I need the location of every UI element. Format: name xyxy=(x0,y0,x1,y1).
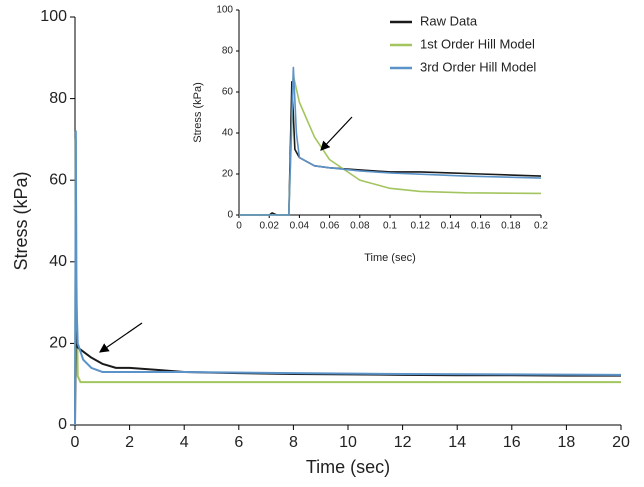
x-tick-label: 0.2 xyxy=(534,221,548,232)
x-tick-label: 0 xyxy=(71,434,80,451)
x-tick-label: 0.18 xyxy=(501,221,521,232)
x-axis-label: Time (sec) xyxy=(306,457,390,477)
x-tick-label: 0.04 xyxy=(290,221,310,232)
x-axis-label: Time (sec) xyxy=(364,252,416,264)
series-line xyxy=(239,66,542,216)
x-tick-label: 14 xyxy=(448,434,466,451)
series-line xyxy=(74,130,622,426)
x-tick-label: 0.14 xyxy=(441,221,461,232)
legend-label: Raw Data xyxy=(420,13,478,28)
x-tick-label: 4 xyxy=(180,434,189,451)
x-tick-label: 0.1 xyxy=(383,221,397,232)
y-tick-label: 20 xyxy=(222,169,234,180)
x-tick-label: 18 xyxy=(558,434,576,451)
x-tick-label: 12 xyxy=(394,434,412,451)
y-tick-label: 0 xyxy=(58,416,67,433)
y-axis-label: Stress (kPa) xyxy=(11,171,31,270)
y-axis-label: Stress (kPa) xyxy=(192,82,204,143)
legend-label: 1st Order Hill Model xyxy=(420,36,535,51)
annotation-arrow xyxy=(320,116,353,151)
y-tick-label: 0 xyxy=(227,210,233,221)
x-tick-label: 20 xyxy=(612,434,630,451)
legend-label: 3rd Order Hill Model xyxy=(420,59,536,74)
y-tick-label: 60 xyxy=(222,87,234,98)
x-tick-label: 0.06 xyxy=(320,221,340,232)
y-tick-label: 80 xyxy=(49,90,67,107)
x-tick-label: 0.02 xyxy=(259,221,279,232)
series-line xyxy=(74,322,621,426)
y-tick-label: 100 xyxy=(40,8,67,25)
x-tick-label: 0.08 xyxy=(350,221,370,232)
x-tick-label: 16 xyxy=(503,434,521,451)
y-tick-label: 40 xyxy=(222,128,234,139)
y-tick-label: 20 xyxy=(49,335,67,352)
x-tick-label: 0 xyxy=(236,221,242,232)
x-tick-label: 0.12 xyxy=(410,221,430,232)
y-tick-label: 100 xyxy=(216,5,233,16)
y-tick-label: 40 xyxy=(49,253,67,270)
x-tick-label: 2 xyxy=(125,434,134,451)
y-tick-label: 60 xyxy=(49,171,67,188)
x-tick-label: 0.16 xyxy=(471,221,491,232)
y-tick-label: 80 xyxy=(222,46,234,57)
x-tick-label: 10 xyxy=(339,434,357,451)
annotation-arrow xyxy=(99,322,143,353)
x-tick-label: 8 xyxy=(289,434,298,451)
x-tick-label: 6 xyxy=(234,434,243,451)
